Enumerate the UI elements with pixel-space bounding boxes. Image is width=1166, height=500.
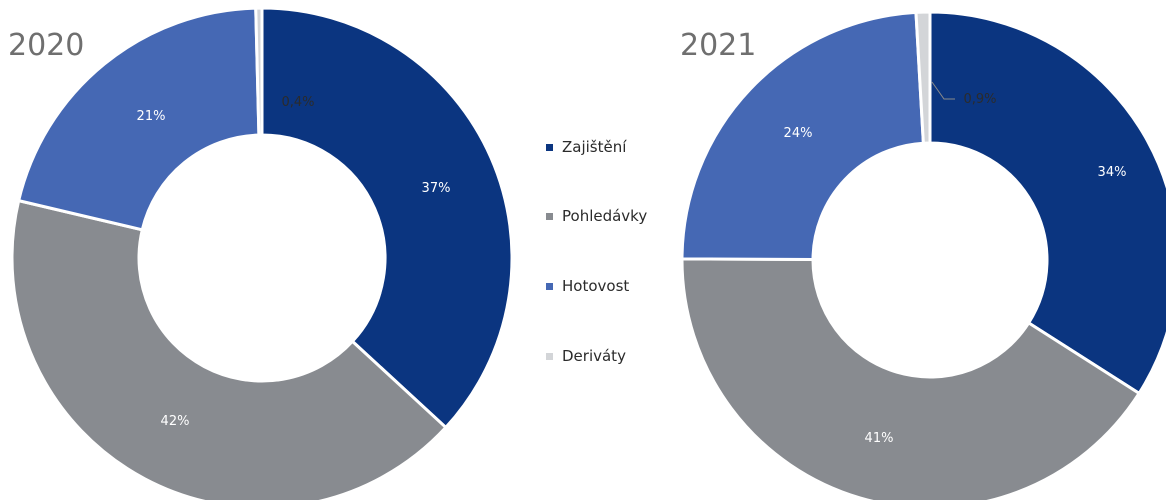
donut-slice-zajisteni-2020	[262, 8, 512, 427]
legend-label-pohledavky: Pohledávky	[562, 207, 647, 225]
data-label-hotovost-2020: 21%	[137, 109, 166, 124]
legend-swatch-derivaty	[546, 353, 553, 360]
data-label-derivaty-2020: 0,4%	[281, 95, 314, 110]
chart-title-2021: 2021	[680, 28, 756, 63]
data-label-derivaty-2021: 0,9%	[963, 92, 996, 107]
data-label-zajisteni-2020: 37%	[422, 181, 451, 196]
data-label-pohledavky-2020: 42%	[161, 414, 190, 429]
legend-label-hotovost: Hotovost	[562, 277, 629, 295]
legend-label-zajisteni: Zajištění	[562, 138, 627, 156]
legend-label-derivaty: Deriváty	[562, 347, 626, 365]
chart-title-2020: 2020	[8, 28, 84, 63]
legend-swatch-pohledavky	[546, 213, 553, 220]
data-label-pohledavky-2021: 41%	[865, 431, 894, 446]
donut-chart-2020: 37% 42% 21% 0,4%	[12, 8, 512, 500]
legend-swatch-hotovost	[546, 283, 553, 290]
data-label-hotovost-2021: 24%	[784, 126, 813, 141]
legend: Zajištění Pohledávky Hotovost Deriváty	[546, 138, 647, 365]
legend-swatch-zajisteni	[546, 144, 553, 151]
donut-chart-2021: 34% 41% 24% 0,9%	[682, 12, 1166, 500]
data-label-zajisteni-2021: 34%	[1098, 165, 1127, 180]
